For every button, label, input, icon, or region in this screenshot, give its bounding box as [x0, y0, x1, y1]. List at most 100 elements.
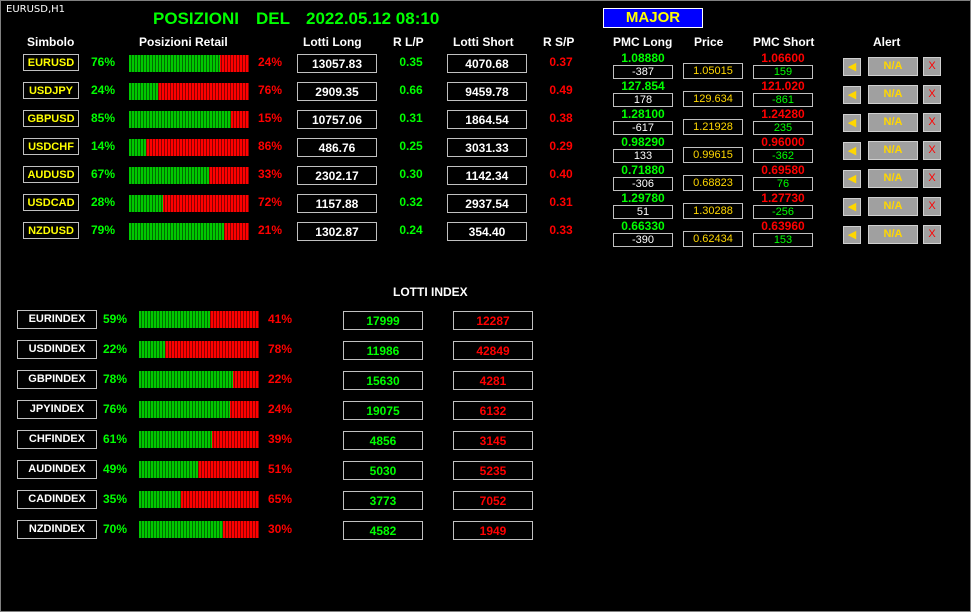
bell-icon[interactable]: ◀	[843, 226, 861, 244]
symbol-button[interactable]: GBPUSD	[23, 110, 79, 127]
lots-long-value: 13057.83	[297, 54, 377, 73]
col-header-pmc-long: PMC Long	[613, 35, 673, 49]
index-lots-long: 11986	[343, 341, 423, 360]
current-price: 1.21928	[683, 119, 743, 135]
pmc-short-diff: -362	[753, 149, 813, 163]
index-long-percent: 61%	[103, 432, 128, 446]
retail-long-fill	[129, 167, 210, 184]
bell-icon[interactable]: ◀	[843, 86, 861, 104]
index-short-percent: 65%	[268, 492, 293, 506]
current-price: 129.634	[683, 91, 743, 107]
index-position-bar	[139, 311, 259, 328]
pmc-long-diff: 178	[613, 93, 673, 107]
current-price: 0.68823	[683, 175, 743, 191]
pmc-long-price: 0.66330	[621, 219, 665, 233]
ratio-lp-value: 0.66	[399, 83, 423, 97]
close-icon[interactable]: X	[923, 57, 941, 76]
title-datetime: 2022.05.12 08:10	[306, 9, 440, 28]
lots-short-value: 2937.54	[447, 194, 527, 213]
retail-position-bar	[129, 223, 249, 240]
col-header-lots-long: Lotti Long	[303, 35, 362, 49]
bell-icon[interactable]: ◀	[843, 58, 861, 76]
pmc-short-price: 0.69580	[761, 163, 805, 177]
current-price: 1.30288	[683, 203, 743, 219]
index-name-button[interactable]: USDINDEX	[17, 340, 97, 359]
index-name-button[interactable]: JPYINDEX	[17, 400, 97, 419]
index-name-button[interactable]: GBPINDEX	[17, 370, 97, 389]
title-posizioni: POSIZIONI	[153, 9, 239, 28]
symbol-button[interactable]: EURUSD	[23, 54, 79, 71]
retail-position-bar	[129, 195, 249, 212]
symbol-button[interactable]: AUDUSD	[23, 166, 79, 183]
bell-icon[interactable]: ◀	[843, 114, 861, 132]
index-lots-long: 17999	[343, 311, 423, 330]
col-header-ratio-lp: R L/P	[393, 35, 424, 49]
index-long-fill	[139, 461, 198, 478]
major-button[interactable]: MAJOR	[603, 8, 703, 28]
pmc-long-diff: -390	[613, 233, 673, 247]
close-icon[interactable]: X	[923, 169, 941, 188]
index-long-percent: 49%	[103, 462, 128, 476]
symbol-button[interactable]: USDCAD	[23, 194, 79, 211]
bell-icon[interactable]: ◀	[843, 170, 861, 188]
title-del: DEL	[256, 9, 290, 28]
alert-value-button[interactable]: N/A	[868, 197, 918, 216]
index-name-button[interactable]: EURINDEX	[17, 310, 97, 329]
index-long-fill	[139, 431, 213, 448]
index-name-button[interactable]: AUDINDEX	[17, 460, 97, 479]
lots-long-value: 2909.35	[297, 82, 377, 101]
index-lots-long: 19075	[343, 401, 423, 420]
short-percent: 21%	[258, 223, 283, 237]
alert-value-button[interactable]: N/A	[868, 141, 918, 160]
alert-value-button[interactable]: N/A	[868, 225, 918, 244]
pmc-short-price: 1.06600	[761, 51, 805, 65]
col-header-alert: Alert	[873, 35, 901, 49]
index-position-bar	[139, 521, 259, 538]
index-lots-long: 3773	[343, 491, 423, 510]
retail-position-bar	[129, 55, 249, 72]
index-name-button[interactable]: NZDINDEX	[17, 520, 97, 539]
close-icon[interactable]: X	[923, 225, 941, 244]
index-lots-short: 12287	[453, 311, 533, 330]
col-header-retail: Posizioni Retail	[139, 35, 228, 49]
col-header-symbol: Simbolo	[27, 35, 75, 49]
pmc-long-diff: 51	[613, 205, 673, 219]
retail-long-fill	[129, 195, 163, 212]
lots-short-value: 9459.78	[447, 82, 527, 101]
close-icon[interactable]: X	[923, 197, 941, 216]
retail-position-bar	[129, 139, 249, 156]
index-name-button[interactable]: CHFINDEX	[17, 430, 97, 449]
long-percent: 76%	[91, 55, 116, 69]
close-icon[interactable]: X	[923, 113, 941, 132]
short-percent: 86%	[258, 139, 283, 153]
close-icon[interactable]: X	[923, 141, 941, 160]
symbol-button[interactable]: NZDUSD	[23, 222, 79, 239]
chart-symbol-label: EURUSD,H1	[6, 4, 66, 15]
short-percent: 76%	[258, 83, 283, 97]
index-long-percent: 59%	[103, 312, 128, 326]
long-percent: 28%	[91, 195, 116, 209]
alert-value-button[interactable]: N/A	[868, 113, 918, 132]
close-icon[interactable]: X	[923, 85, 941, 104]
index-long-percent: 22%	[103, 342, 128, 356]
index-name-button[interactable]: CADINDEX	[17, 490, 97, 509]
symbol-button[interactable]: USDJPY	[23, 82, 79, 99]
index-short-percent: 41%	[268, 312, 293, 326]
pmc-long-diff: -387	[613, 65, 673, 79]
bell-icon[interactable]: ◀	[843, 142, 861, 160]
col-header-ratio-sp: R S/P	[543, 35, 575, 49]
retail-long-fill	[129, 139, 146, 156]
symbol-button[interactable]: USDCHF	[23, 138, 79, 155]
index-short-percent: 39%	[268, 432, 293, 446]
index-position-bar	[139, 431, 259, 448]
long-percent: 85%	[91, 111, 116, 125]
alert-value-button[interactable]: N/A	[868, 169, 918, 188]
col-header-pmc-short: PMC Short	[753, 35, 815, 49]
index-long-percent: 78%	[103, 372, 128, 386]
bell-icon[interactable]: ◀	[843, 198, 861, 216]
ratio-lp-value: 0.32	[399, 195, 423, 209]
pmc-short-diff: -861	[753, 93, 813, 107]
lots-short-value: 1864.54	[447, 110, 527, 129]
alert-value-button[interactable]: N/A	[868, 85, 918, 104]
alert-value-button[interactable]: N/A	[868, 57, 918, 76]
